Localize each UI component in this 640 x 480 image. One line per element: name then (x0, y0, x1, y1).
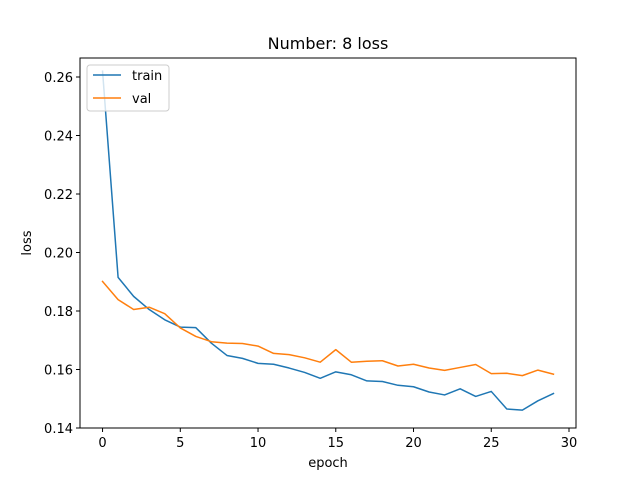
axis-ticks: 0 5 10 15 20 25 30 0.14 0.16 0.18 0.20 0.22 0.24 0.26 (44, 71, 577, 451)
x-tick-label: 15 (328, 436, 345, 451)
chart-title: Number: 8 loss (268, 34, 389, 53)
x-axis-label: epoch (308, 456, 348, 471)
plot-frame (79, 57, 577, 429)
legend-label-train: train (132, 69, 162, 84)
y-tick-label: 0.26 (44, 71, 73, 86)
x-tick-label: 20 (405, 436, 422, 451)
y-tick-label: 0.20 (44, 247, 73, 262)
y-tick-label: 0.18 (44, 305, 73, 320)
x-tick-label: 10 (250, 436, 267, 451)
x-tick-label: 5 (176, 436, 184, 451)
y-tick-label: 0.14 (44, 422, 73, 437)
x-tick-label: 30 (561, 436, 578, 451)
legend: train val (86, 64, 170, 112)
y-tick-label: 0.24 (44, 130, 73, 145)
x-tick-label: 25 (483, 436, 500, 451)
legend-box (86, 64, 170, 112)
legend-label-val: val (132, 92, 151, 107)
x-tick-label: 0 (98, 436, 106, 451)
series-lines (101, 70, 555, 411)
series-line-val (101, 280, 555, 377)
y-tick-label: 0.22 (44, 188, 73, 203)
y-axis-label: loss (20, 230, 35, 255)
y-tick-label: 0.16 (44, 364, 73, 379)
